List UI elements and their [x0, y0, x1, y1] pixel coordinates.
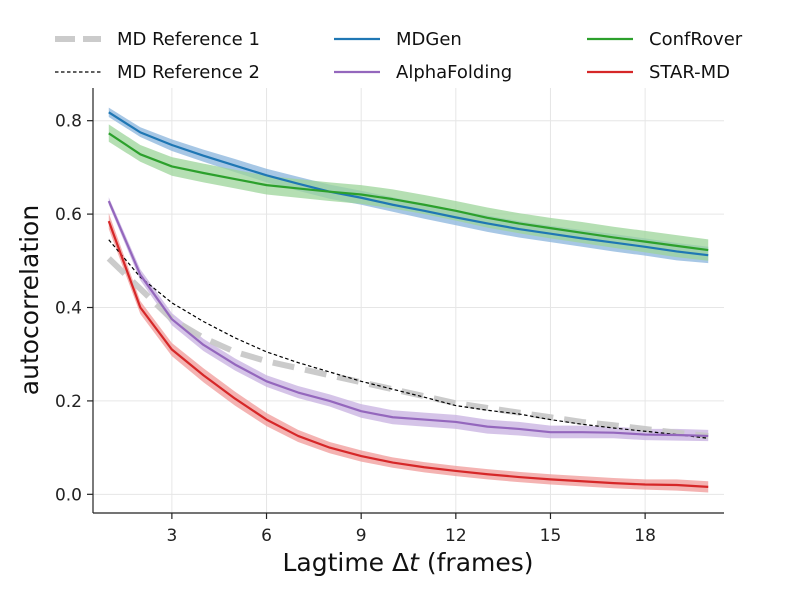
x-tick-label: 6 — [261, 526, 272, 546]
legend-item-star-md: STAR-MD — [587, 62, 730, 83]
confrover-line — [108, 132, 709, 252]
legend-item-mdgen: MDGen — [334, 29, 462, 50]
x-axis-label-unit: (frames) — [419, 548, 534, 577]
series-lines — [106, 111, 709, 488]
md-reference-1-line — [106, 256, 709, 439]
legend-item-alphafolding: AlphaFolding — [334, 62, 512, 83]
md-reference-2-line — [108, 239, 709, 439]
x-tick-label: 12 — [445, 526, 467, 546]
grid-lines — [93, 88, 724, 513]
legend-label: STAR-MD — [649, 62, 730, 83]
legend-label: MD Reference 1 — [117, 29, 260, 50]
x-tick-label: 15 — [540, 526, 562, 546]
y-tick-label: 0.8 — [55, 112, 82, 132]
y-tick-label: 0.2 — [55, 392, 82, 412]
y-tick-label: 0.0 — [55, 485, 82, 505]
axes — [92, 88, 724, 514]
mdgen-line — [108, 111, 709, 257]
legend-label: ConfRover — [649, 29, 743, 50]
y-tick-label: 0.6 — [55, 205, 82, 225]
x-tick-label: 18 — [634, 526, 656, 546]
star-md-line — [107, 220, 709, 488]
star-md-band — [108, 213, 709, 493]
x-axis-label-var: t — [409, 548, 420, 577]
legend-item-confrover: ConfRover — [587, 29, 743, 50]
y-axis-label: autocorrelation — [15, 205, 44, 395]
legend-label: AlphaFolding — [396, 62, 512, 83]
alphafolding-line — [107, 200, 709, 438]
x-axis-label: Lagtime Δt (frames) — [282, 548, 533, 577]
tick-labels: 3 6 9 12 15 18 0.0 0.2 0.4 0.6 0.8 — [55, 112, 656, 546]
legend-item-md-reference-2: MD Reference 2 — [55, 62, 260, 83]
alphafolding-band — [108, 197, 709, 442]
legend: MD Reference 1 MD Reference 2 MDGen AlphaFo… — [55, 29, 743, 83]
x-tick-label: 9 — [356, 526, 367, 546]
confidence-bands — [108, 107, 709, 493]
y-tick-label: 0.4 — [55, 299, 82, 319]
x-axis-label-main: Lagtime Δ — [282, 548, 409, 577]
legend-item-md-reference-1: MD Reference 1 — [55, 29, 260, 50]
x-tick-label: 3 — [166, 526, 177, 546]
legend-label: MD Reference 2 — [117, 62, 260, 83]
legend-label: MDGen — [396, 29, 462, 50]
confrover-band — [108, 124, 709, 261]
